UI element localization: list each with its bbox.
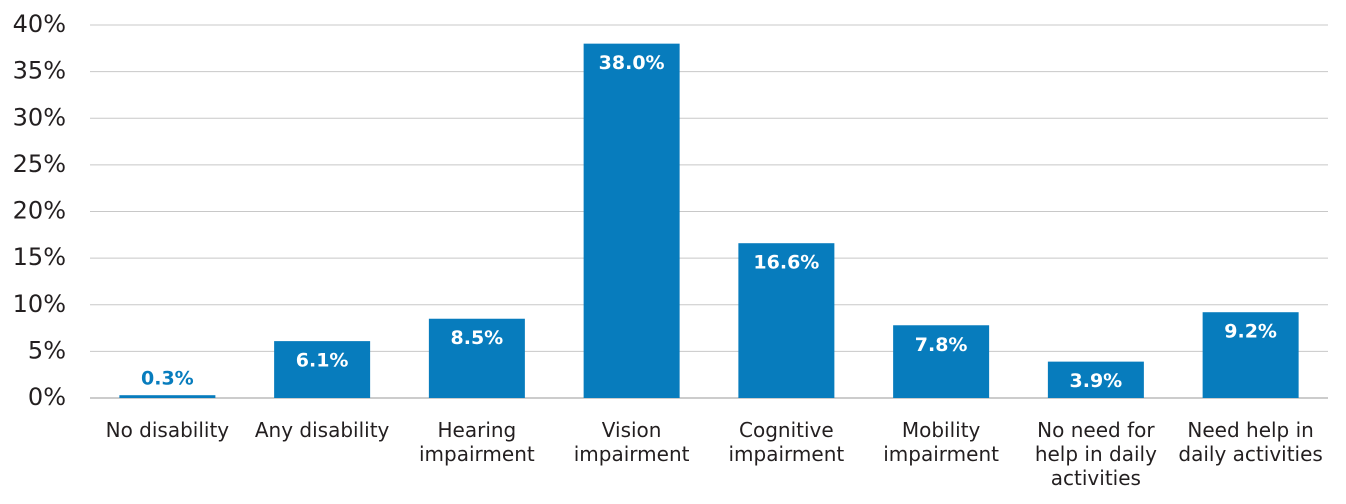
bar bbox=[274, 341, 371, 398]
x-tick-label: No need for help in daily activities bbox=[1034, 418, 1157, 490]
y-tick-label: 40% bbox=[13, 10, 66, 38]
value-label: 6.1% bbox=[296, 350, 349, 372]
value-label: 7.8% bbox=[915, 334, 968, 356]
y-tick-label: 25% bbox=[13, 150, 66, 178]
y-tick-label: 15% bbox=[13, 243, 66, 271]
x-tick-label: Cognitive impairment bbox=[728, 418, 845, 466]
y-tick-label: 10% bbox=[13, 290, 66, 318]
x-tick-label: Hearing impairment bbox=[419, 418, 535, 466]
y-tick-label: 30% bbox=[13, 103, 66, 131]
value-label: 0.3% bbox=[141, 368, 194, 390]
y-tick-label: 35% bbox=[13, 57, 66, 85]
x-tick-label: No disability bbox=[105, 418, 230, 442]
bar bbox=[428, 318, 525, 398]
value-label: 16.6% bbox=[753, 252, 819, 274]
y-tick-label: 5% bbox=[28, 336, 66, 364]
bar bbox=[583, 43, 680, 399]
value-label: 8.5% bbox=[451, 327, 504, 349]
x-tick-label: Mobility impairment bbox=[883, 418, 999, 466]
x-tick-label: Need help in daily activities bbox=[1178, 418, 1323, 466]
y-tick-label: 20% bbox=[13, 197, 66, 225]
value-label: 9.2% bbox=[1224, 321, 1277, 343]
bar bbox=[1047, 361, 1144, 398]
bar bbox=[1202, 312, 1299, 398]
y-tick-label: 0% bbox=[28, 383, 66, 411]
value-label: 3.9% bbox=[1070, 370, 1123, 392]
bar bbox=[893, 325, 990, 398]
x-tick-label: Any disability bbox=[254, 418, 390, 442]
bar bbox=[119, 395, 216, 398]
x-tick-label: Vision impairment bbox=[573, 418, 690, 466]
bar bbox=[738, 243, 835, 398]
value-label: 38.0% bbox=[599, 52, 665, 74]
